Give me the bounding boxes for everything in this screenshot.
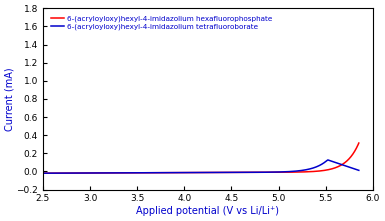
Legend: 6-(acryloyloxy)hexyl-4-imidazolium hexafluorophosphate, 6-(acryloyloxy)hexyl-4-i: 6-(acryloyloxy)hexyl-4-imidazolium hexaf… — [50, 14, 274, 32]
6-(acryloyloxy)hexyl-4-imidazolium hexafluorophosphate — [95, 172, 100, 174]
6-(acryloyloxy)hexyl-4-imidazolium tetrafluoroborate — [316, 165, 321, 167]
6-(acryloyloxy)hexyl-4-imidazolium hexafluorophosphate — [176, 171, 180, 174]
6-(acryloyloxy)hexyl-4-imidazolium hexafluorophosphate — [350, 153, 355, 156]
6-(acryloyloxy)hexyl-4-imidazolium tetrafluoroborate — [162, 171, 166, 174]
6-(acryloyloxy)hexyl-4-imidazolium tetrafluoroborate — [325, 159, 330, 161]
6-(acryloyloxy)hexyl-4-imidazolium hexafluorophosphate — [316, 170, 321, 172]
Line: 6-(acryloyloxy)hexyl-4-imidazolium tetrafluoroborate: 6-(acryloyloxy)hexyl-4-imidazolium tetra… — [43, 160, 359, 173]
Line: 6-(acryloyloxy)hexyl-4-imidazolium hexafluorophosphate: 6-(acryloyloxy)hexyl-4-imidazolium hexaf… — [43, 143, 359, 173]
6-(acryloyloxy)hexyl-4-imidazolium tetrafluoroborate — [95, 172, 100, 174]
Y-axis label: Current (mA): Current (mA) — [5, 67, 15, 131]
6-(acryloyloxy)hexyl-4-imidazolium hexafluorophosphate — [162, 171, 166, 174]
6-(acryloyloxy)hexyl-4-imidazolium hexafluorophosphate — [77, 172, 81, 174]
6-(acryloyloxy)hexyl-4-imidazolium tetrafluoroborate — [357, 169, 361, 172]
6-(acryloyloxy)hexyl-4-imidazolium tetrafluoroborate — [176, 171, 180, 174]
6-(acryloyloxy)hexyl-4-imidazolium hexafluorophosphate — [357, 142, 361, 144]
X-axis label: Applied potential (V vs Li/Li⁺): Applied potential (V vs Li/Li⁺) — [136, 206, 280, 216]
6-(acryloyloxy)hexyl-4-imidazolium tetrafluoroborate — [40, 172, 45, 175]
6-(acryloyloxy)hexyl-4-imidazolium tetrafluoroborate — [77, 172, 81, 174]
6-(acryloyloxy)hexyl-4-imidazolium hexafluorophosphate — [40, 172, 45, 175]
6-(acryloyloxy)hexyl-4-imidazolium tetrafluoroborate — [350, 167, 355, 170]
